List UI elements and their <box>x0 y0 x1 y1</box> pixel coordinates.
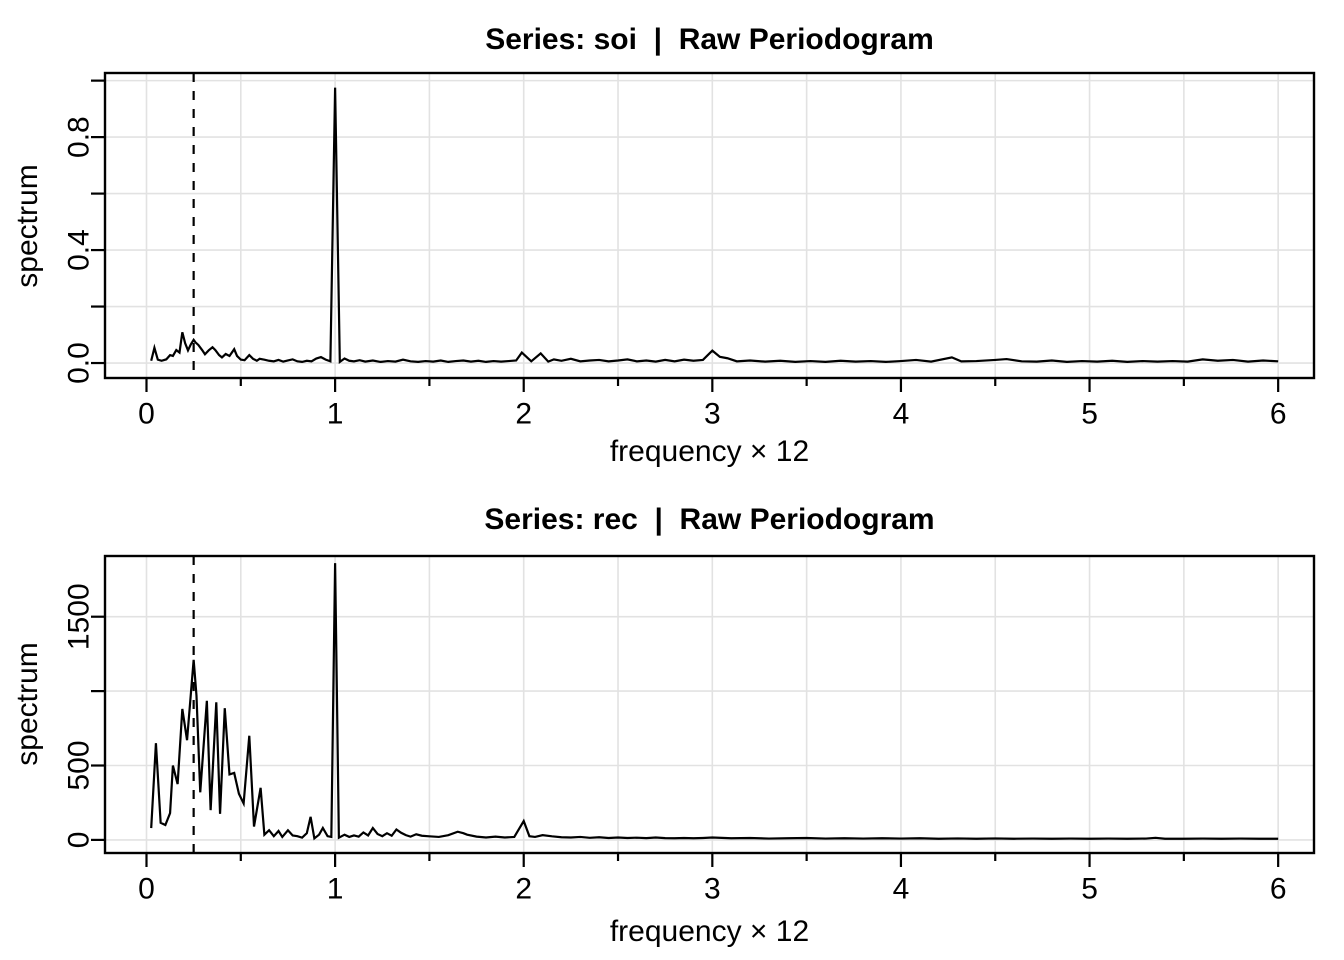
x-tick-label: 6 <box>1270 873 1287 906</box>
x-tick-label: 0 <box>138 398 155 431</box>
soi-chart-title: Series: soi | Raw Periodogram <box>485 23 934 56</box>
y-tick-label: 0.0 <box>63 342 96 384</box>
rec-periodogram-chart: 0 1 2 3 4 5 6 0 500 1500 <box>63 554 1316 906</box>
x-tick-label: 0 <box>138 873 155 906</box>
y-tick-label: 1500 <box>63 583 96 650</box>
soi-periodogram-chart: 0 1 2 3 4 5 6 0.0 0.4 0.8 <box>63 71 1316 431</box>
y-tick-label: 0.4 <box>63 229 96 271</box>
y-tick-label: 0 <box>63 832 96 849</box>
x-tick-label: 3 <box>704 873 721 906</box>
x-tick-label: 5 <box>1081 398 1098 431</box>
x-tick-label: 2 <box>515 873 532 906</box>
soi-series-line <box>150 87 1279 365</box>
x-tick-label: 1 <box>327 873 344 906</box>
rec-plot-border <box>103 554 1316 855</box>
rec-series-line <box>150 563 1279 841</box>
soi-x-axis-label: frequency × 12 <box>609 435 810 468</box>
x-tick-label: 4 <box>893 873 910 906</box>
x-tick-label: 2 <box>515 398 532 431</box>
x-tick-label: 4 <box>893 398 910 431</box>
x-tick-label: 5 <box>1081 873 1098 906</box>
rec-chart-title: Series: rec | Raw Periodogram <box>484 503 935 536</box>
x-tick-label: 6 <box>1270 398 1287 431</box>
x-tick-label: 3 <box>704 398 721 431</box>
y-tick-label: 0.8 <box>63 116 96 158</box>
soi-plot-border <box>103 71 1316 380</box>
rec-x-axis-label: frequency × 12 <box>609 915 810 948</box>
x-tick-label: 1 <box>327 398 344 431</box>
y-tick-label: 500 <box>63 740 96 790</box>
